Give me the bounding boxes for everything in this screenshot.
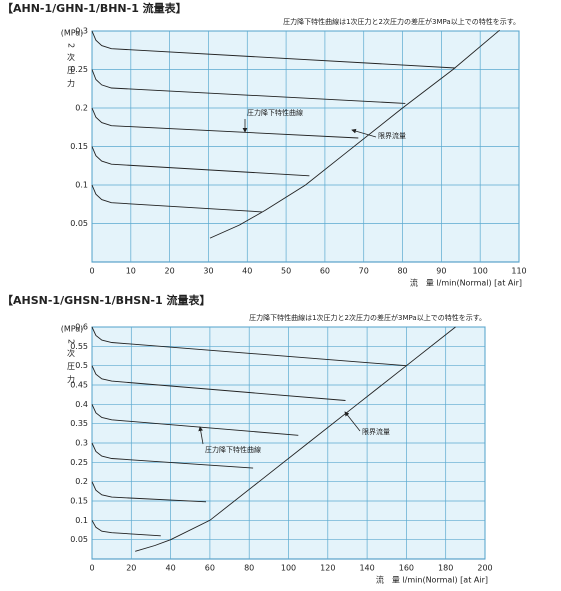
curve [91, 365, 346, 401]
x-tick-label: 100 [473, 267, 488, 276]
curve [91, 107, 359, 139]
x-tick-label: 180 [438, 564, 453, 573]
x-tick-label: 50 [281, 267, 291, 276]
x-tick-label: 40 [242, 267, 252, 276]
y-tick-label: 0.2 [75, 477, 88, 486]
x-axis-label: 流 量 l/min(Normal) [at Air] [410, 278, 522, 288]
x-tick-label: 200 [477, 564, 492, 573]
x-tick-label: 80 [397, 267, 407, 276]
x-axis-label: 流 量 l/min(Normal) [at Air] [376, 575, 488, 585]
y-tick-label: 0.1 [75, 516, 88, 525]
annotation: 圧力降下特性曲線 [205, 445, 261, 454]
annotation-arrow [344, 411, 361, 432]
curve [91, 404, 299, 436]
y-tick-label: 0.3 [75, 27, 88, 36]
y-tick-label: 0.15 [70, 142, 88, 151]
curve [91, 442, 254, 469]
x-tick-label: 140 [359, 564, 374, 573]
y-tick-label: 0.15 [70, 497, 88, 506]
curve [209, 29, 500, 239]
curve [135, 326, 456, 552]
y-tick-label: 0.45 [70, 381, 88, 390]
annotation-arrow [351, 128, 377, 138]
note: 圧力降下特性曲線は1次圧力と2次圧力の差圧が3MPa以上での特性を示す。 [283, 17, 520, 26]
note: 圧力降下特性曲線は1次圧力と2次圧力の差圧が3MPa以上での特性を示す。 [249, 313, 486, 322]
curve [91, 326, 407, 367]
x-tick-label: 30 [203, 267, 213, 276]
y-tick-label: 0.4 [75, 400, 88, 409]
y-tick-label: 0.35 [70, 419, 88, 428]
y-tick-label: 0.5 [75, 361, 88, 370]
x-tick-label: 90 [436, 267, 446, 276]
curve [91, 69, 406, 104]
x-tick-label: 100 [281, 564, 296, 573]
y-tick-label: 0.3 [75, 439, 88, 448]
y-axis-unit: (MPa) [61, 29, 84, 38]
y-tick-label: 0.6 [75, 323, 88, 332]
x-tick-label: 20 [126, 564, 136, 573]
curve [91, 481, 207, 503]
y-axis-label: 2次圧力 [67, 43, 76, 92]
x-tick-label: 80 [244, 564, 254, 573]
chart-title: 【AHN-1/GHN-1/BHN-1 流量表】 [2, 1, 187, 15]
y-axis-unit: (MPa) [61, 325, 84, 334]
x-tick-label: 60 [320, 267, 330, 276]
x-tick-label: 0 [89, 564, 94, 573]
x-tick-label: 160 [399, 564, 414, 573]
y-tick-label: 0.25 [70, 458, 88, 467]
annotation: 圧力降下特性曲線 [247, 108, 303, 117]
x-tick-label: 10 [126, 267, 136, 276]
curve [91, 184, 263, 213]
annotation: 限界流量 [378, 131, 406, 140]
y-tick-label: 0.55 [70, 342, 88, 351]
y-tick-label: 0.2 [75, 104, 88, 113]
y-tick-label: 0.05 [70, 535, 88, 544]
y-tick-label: 0.1 [75, 181, 88, 190]
y-tick-label: 0.25 [70, 65, 88, 74]
curve [91, 146, 310, 177]
x-tick-label: 110 [511, 267, 526, 276]
annotation: 限界流量 [362, 427, 390, 436]
x-tick-label: 40 [166, 564, 176, 573]
x-tick-label: 20 [165, 267, 175, 276]
y-axis-label: 2次圧力 [67, 339, 76, 388]
x-tick-label: 70 [359, 267, 369, 276]
x-tick-label: 120 [320, 564, 335, 573]
chart-title: 【AHSN-1/GHSN-1/BHSN-1 流量表】 [2, 293, 210, 307]
curve [91, 520, 161, 537]
y-tick-label: 0.05 [70, 219, 88, 228]
x-tick-label: 0 [89, 267, 94, 276]
annotation-arrow [198, 426, 204, 445]
x-tick-label: 60 [205, 564, 215, 573]
curve [91, 30, 456, 69]
